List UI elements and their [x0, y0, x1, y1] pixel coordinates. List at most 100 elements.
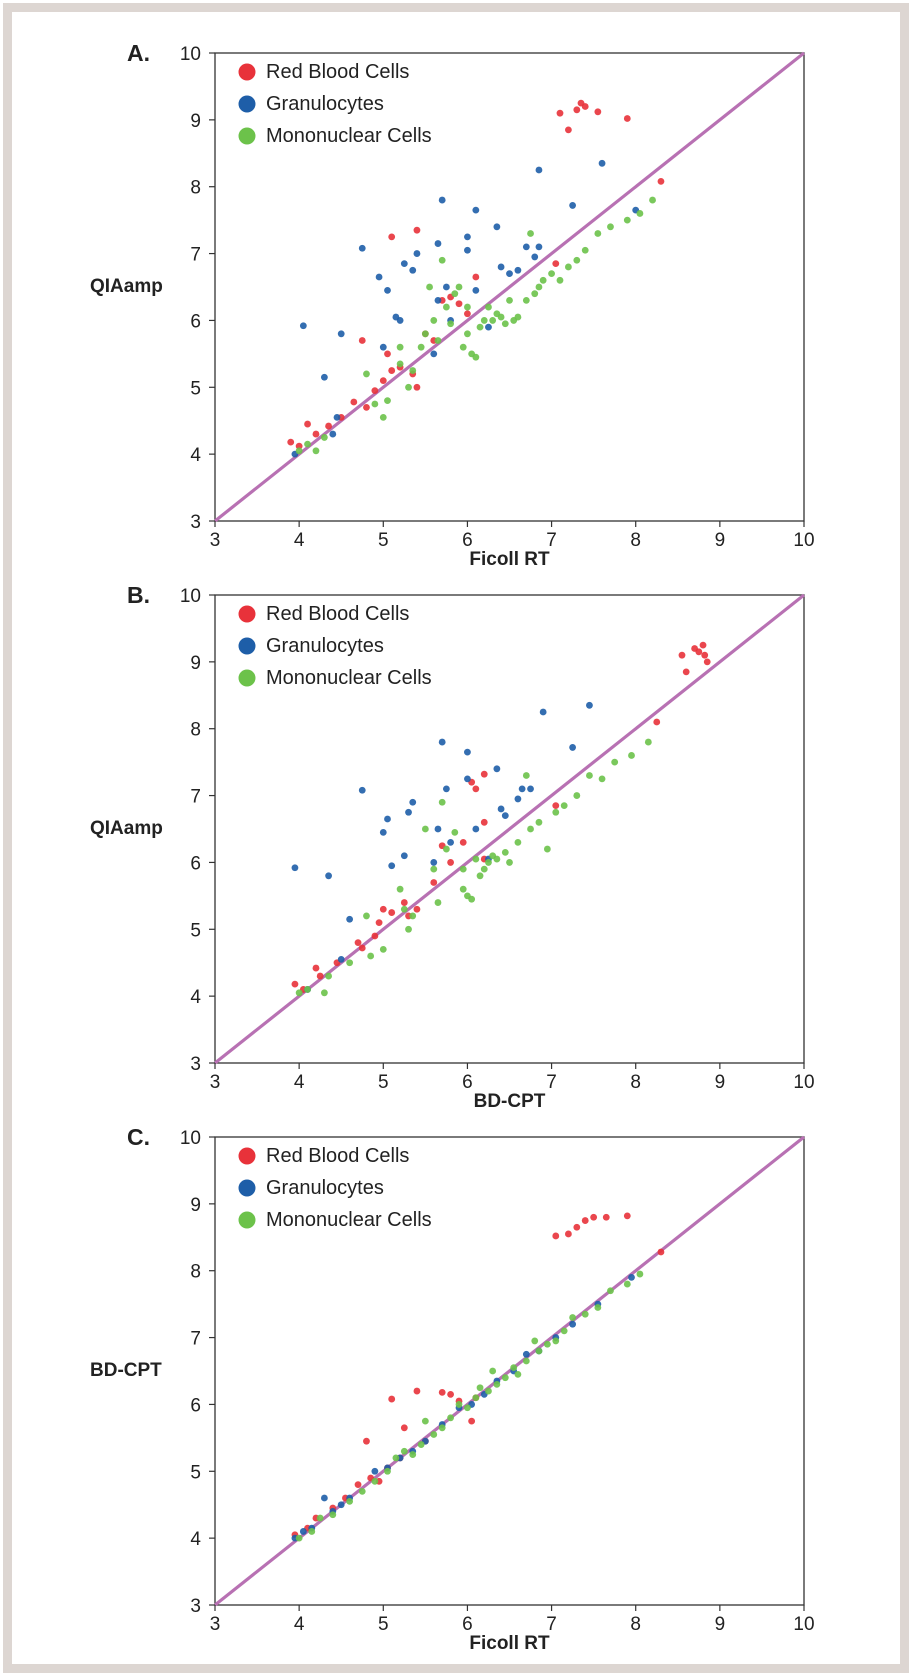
legend-marker: [238, 1147, 256, 1165]
x-tick-label: 10: [793, 530, 814, 551]
data-point: [552, 1337, 560, 1345]
data-point: [350, 398, 358, 406]
panel-label: B.: [127, 582, 150, 608]
data-point: [455, 283, 463, 291]
y-tick-label: 6: [190, 311, 201, 332]
data-point: [480, 770, 488, 778]
x-tick-label: 6: [462, 530, 473, 551]
data-point: [455, 300, 463, 308]
y-tick-label: 3: [190, 1596, 201, 1617]
data-point: [405, 383, 412, 391]
y-tick-label: 10: [180, 44, 201, 65]
legend-label: Granulocytes: [266, 93, 384, 115]
data-point: [472, 353, 480, 361]
data-point: [295, 447, 303, 455]
data-point: [459, 885, 467, 893]
y-tick-label: 6: [190, 853, 201, 874]
y-axis-label: QIAamp: [90, 276, 163, 297]
data-point: [329, 430, 337, 438]
x-tick-label: 8: [630, 530, 641, 551]
data-point: [518, 785, 526, 793]
data-point: [371, 400, 379, 408]
data-point: [325, 872, 332, 880]
data-point: [396, 885, 404, 893]
y-tick-label: 4: [190, 987, 201, 1008]
data-point: [472, 825, 480, 833]
data-point: [464, 303, 471, 311]
data-point: [699, 641, 707, 649]
data-point: [396, 343, 404, 351]
x-axis-label: BD-CPT: [474, 1091, 546, 1112]
y-tick-label: 9: [190, 1195, 201, 1216]
data-point: [413, 226, 421, 234]
data-point: [367, 952, 375, 960]
identity-line: [214, 593, 805, 1065]
data-point: [405, 808, 412, 816]
legend-marker: [238, 95, 256, 113]
data-point: [371, 1477, 379, 1485]
data-point: [304, 420, 311, 428]
data-point: [514, 795, 522, 803]
data-point: [476, 323, 484, 331]
y-tick-label: 8: [190, 1262, 201, 1283]
data-point: [594, 108, 602, 116]
data-point: [396, 360, 404, 368]
data-point: [379, 343, 387, 351]
data-point: [628, 752, 635, 759]
data-point: [649, 196, 656, 204]
data-point: [354, 1481, 362, 1489]
data-point: [552, 808, 560, 816]
data-point: [384, 1467, 391, 1475]
data-point: [573, 256, 581, 264]
data-point: [514, 313, 522, 321]
data-point: [535, 166, 543, 174]
data-point: [337, 955, 345, 963]
data-point: [312, 430, 320, 438]
data-point: [573, 1223, 581, 1231]
panel-label: C.: [127, 1124, 150, 1150]
data-point: [586, 772, 593, 779]
data-point: [430, 879, 438, 886]
data-point: [388, 1395, 396, 1403]
data-point: [438, 1388, 446, 1396]
data-point: [388, 233, 396, 241]
legend-marker: [238, 63, 256, 81]
data-point: [543, 845, 551, 853]
legend-label: Red Blood Cells: [266, 61, 409, 83]
data-point: [464, 246, 471, 254]
data-point: [539, 708, 547, 716]
x-tick-label: 8: [630, 1614, 641, 1635]
y-axis-label: BD-CPT: [90, 1360, 162, 1381]
data-point: [653, 718, 661, 726]
data-point: [586, 701, 593, 709]
data-point: [413, 383, 421, 391]
data-point: [543, 1340, 551, 1348]
data-point: [371, 387, 379, 395]
y-tick-label: 5: [190, 920, 201, 941]
data-point: [358, 1487, 366, 1495]
data-point: [447, 320, 454, 328]
data-point: [400, 899, 408, 906]
data-point: [421, 330, 429, 338]
data-point: [493, 1380, 501, 1388]
data-point: [409, 367, 417, 374]
data-point: [442, 785, 450, 793]
data-point: [535, 1347, 543, 1355]
data-point: [409, 798, 417, 806]
data-point: [413, 1387, 421, 1395]
data-point: [316, 972, 324, 980]
data-point: [295, 442, 303, 450]
data-point: [451, 828, 459, 836]
data-point: [299, 322, 307, 330]
y-tick-label: 10: [180, 1128, 201, 1149]
data-point: [354, 939, 362, 947]
y-tick-label: 7: [190, 245, 201, 266]
data-point: [527, 230, 534, 237]
data-point: [430, 1431, 438, 1438]
data-point: [430, 865, 438, 873]
data-point: [607, 1287, 614, 1295]
y-tick-label: 5: [190, 378, 201, 399]
data-point: [464, 775, 471, 783]
data-point: [522, 296, 530, 304]
